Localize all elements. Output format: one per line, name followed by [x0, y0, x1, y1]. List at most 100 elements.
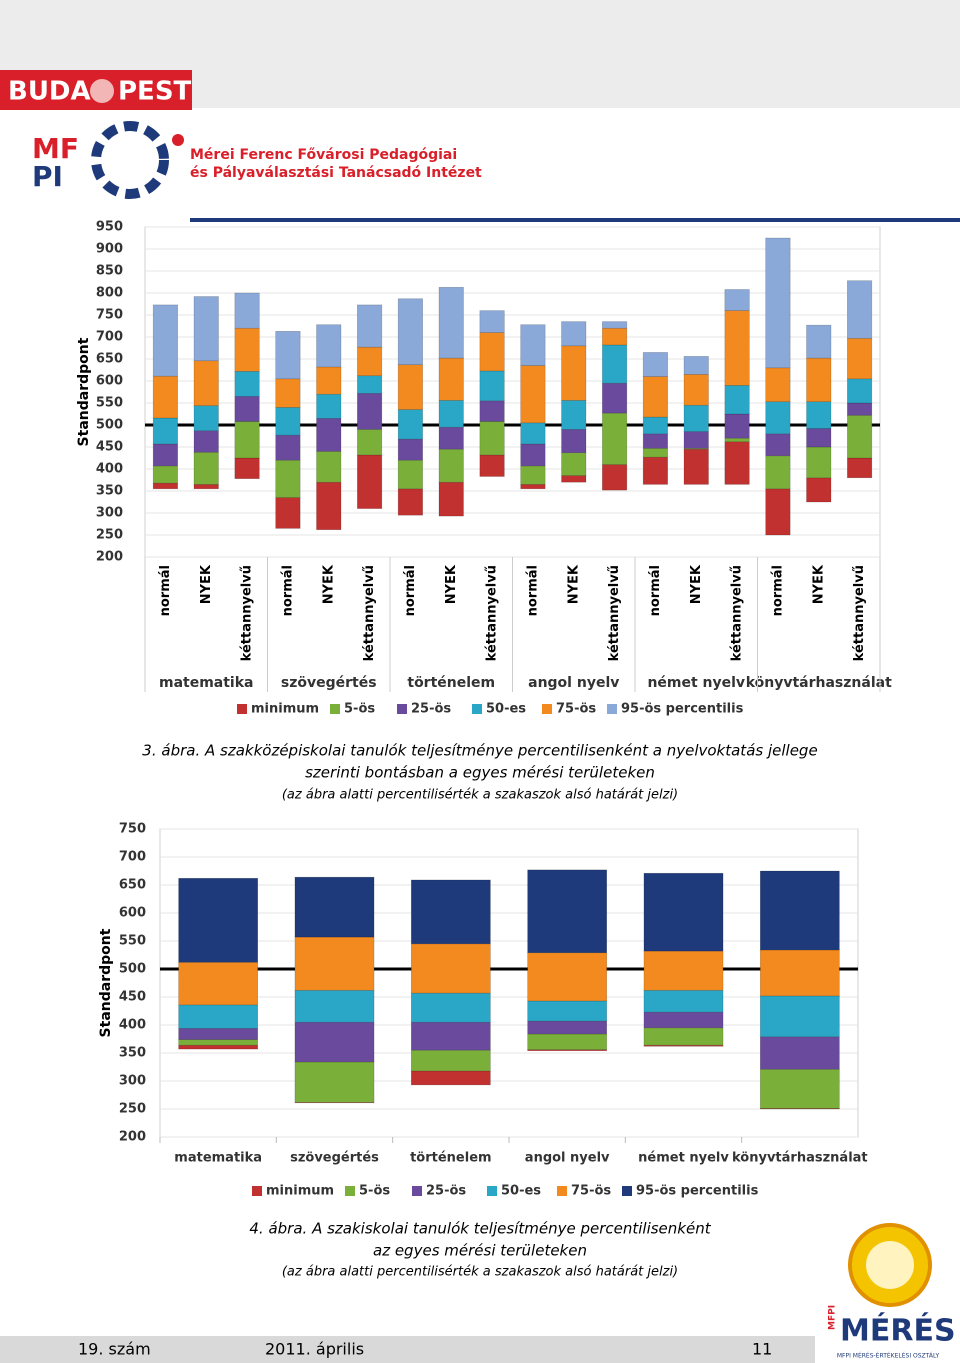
bar-segment [152, 465, 178, 484]
bar-segment [759, 995, 840, 1038]
bar-segment [602, 412, 628, 465]
legend-label: 25-ös [411, 702, 451, 717]
bar-segment [178, 877, 259, 963]
bar-segment [806, 446, 832, 479]
legend-swatch [345, 1186, 355, 1196]
y-tick-label: 550 [119, 934, 146, 949]
bar-segment [520, 324, 546, 366]
x-tick-label: matematika [174, 1151, 262, 1166]
bar-segment [438, 426, 464, 450]
bar-segment [479, 310, 505, 333]
x-tick-label: kéttannyelvű [607, 565, 622, 661]
bar-segment [602, 344, 628, 384]
bar-segment [178, 1044, 259, 1050]
footer-page: 11 [752, 1340, 772, 1359]
legend-swatch [487, 1186, 497, 1196]
x-tick-label: NYEK [811, 564, 826, 604]
x-tick-label: normál [770, 565, 785, 616]
bar-segment [438, 481, 464, 517]
y-tick-label: 750 [96, 308, 123, 323]
bar-segment [847, 457, 873, 479]
x-tick-label: kéttannyelvű [852, 565, 867, 661]
bar-segment [234, 371, 260, 397]
group-label: könyvtárhasználat [746, 675, 892, 691]
bar-segment [316, 393, 342, 419]
bar-segment [397, 364, 423, 410]
legend-swatch [472, 704, 482, 714]
bar-segment [234, 457, 260, 479]
bar-segment [357, 375, 383, 394]
footer-logo: MFPI MÉRÉS-ÉRTÉKELÉSI OSZTÁLY [837, 1352, 940, 1360]
bar-segment [152, 375, 178, 419]
bar-segment [642, 433, 668, 449]
bar-segment [397, 298, 423, 366]
bar-segment [275, 330, 301, 380]
bar-segment [643, 872, 724, 952]
caption-note: (az ábra alatti percentilisérték a szaka… [282, 788, 678, 803]
bar-segment [152, 482, 178, 490]
x-tick-label: kéttannyelvű [362, 565, 377, 661]
bar-segment [683, 374, 709, 406]
bar-segment [806, 357, 832, 402]
y-tick-label: 300 [96, 506, 123, 521]
bar-segment [357, 393, 383, 430]
bar-segment [193, 405, 219, 432]
bar-segment [602, 327, 628, 346]
bar-segment [643, 950, 724, 991]
bar-segment [847, 402, 873, 416]
x-tick-label: NYEK [566, 564, 581, 604]
x-tick-label: normál [158, 565, 173, 616]
bar-segment [357, 454, 383, 509]
legend-swatch [412, 1186, 422, 1196]
bar-segment [724, 413, 750, 439]
city-logo-text: BUDA [8, 77, 91, 107]
city-logo-icon [90, 79, 114, 103]
x-tick-label: történelem [410, 1151, 491, 1166]
legend-swatch [397, 704, 407, 714]
x-tick-label: normál [525, 565, 540, 616]
bar-segment [410, 1021, 491, 1051]
bar-segment [234, 396, 260, 422]
bar-segment [410, 1070, 491, 1086]
x-tick-label: kéttannyelvű [240, 565, 255, 661]
y-tick-label: 300 [119, 1074, 146, 1089]
bar-segment [234, 327, 260, 372]
legend-swatch [557, 1186, 567, 1196]
footer-band [0, 1336, 815, 1363]
bar-segment [410, 879, 491, 945]
group-label: történelem [407, 675, 495, 691]
bar-segment [479, 454, 505, 477]
legend-swatch [622, 1186, 632, 1196]
bar-segment [438, 448, 464, 483]
bar-segment [759, 1068, 840, 1109]
bar-segment [479, 332, 505, 372]
bar-segment [561, 345, 587, 401]
caption: 4. ábra. A szakiskolai tanulók teljesítm… [249, 1220, 711, 1238]
legend-label: minimum [251, 702, 319, 717]
legend-label: minimum [266, 1184, 334, 1199]
bar-segment [724, 310, 750, 386]
bar-segment [234, 292, 260, 329]
y-tick-label: 550 [96, 396, 123, 411]
bar-segment [642, 352, 668, 377]
bar-segment [294, 876, 375, 938]
y-tick-label: 200 [96, 550, 123, 565]
charts: 200 250 300 350 400 450 500 550 600 650 700 750 800 8… [76, 220, 892, 1199]
caption: 3. ábra. A szakközépiskolai tanulók telj… [142, 742, 817, 760]
bar-segment [602, 321, 628, 329]
group-label: angol nyelv [528, 675, 619, 691]
footer-logo: MÉRÉS [840, 1313, 956, 1349]
y-tick-label: 950 [96, 220, 123, 235]
bar-segment [397, 459, 423, 490]
legend-swatch [252, 1186, 262, 1196]
bar-segment [520, 443, 546, 467]
x-tick-label: kéttannyelvű [485, 565, 500, 661]
legend-label: 95-ös percentilis [621, 702, 744, 717]
bar-segment [847, 280, 873, 339]
y-axis-label: Standardpont [76, 337, 92, 446]
bar-segment [527, 1020, 608, 1035]
bar-segment [479, 400, 505, 422]
y-tick-label: 650 [119, 878, 146, 893]
bar-segment [152, 304, 178, 377]
